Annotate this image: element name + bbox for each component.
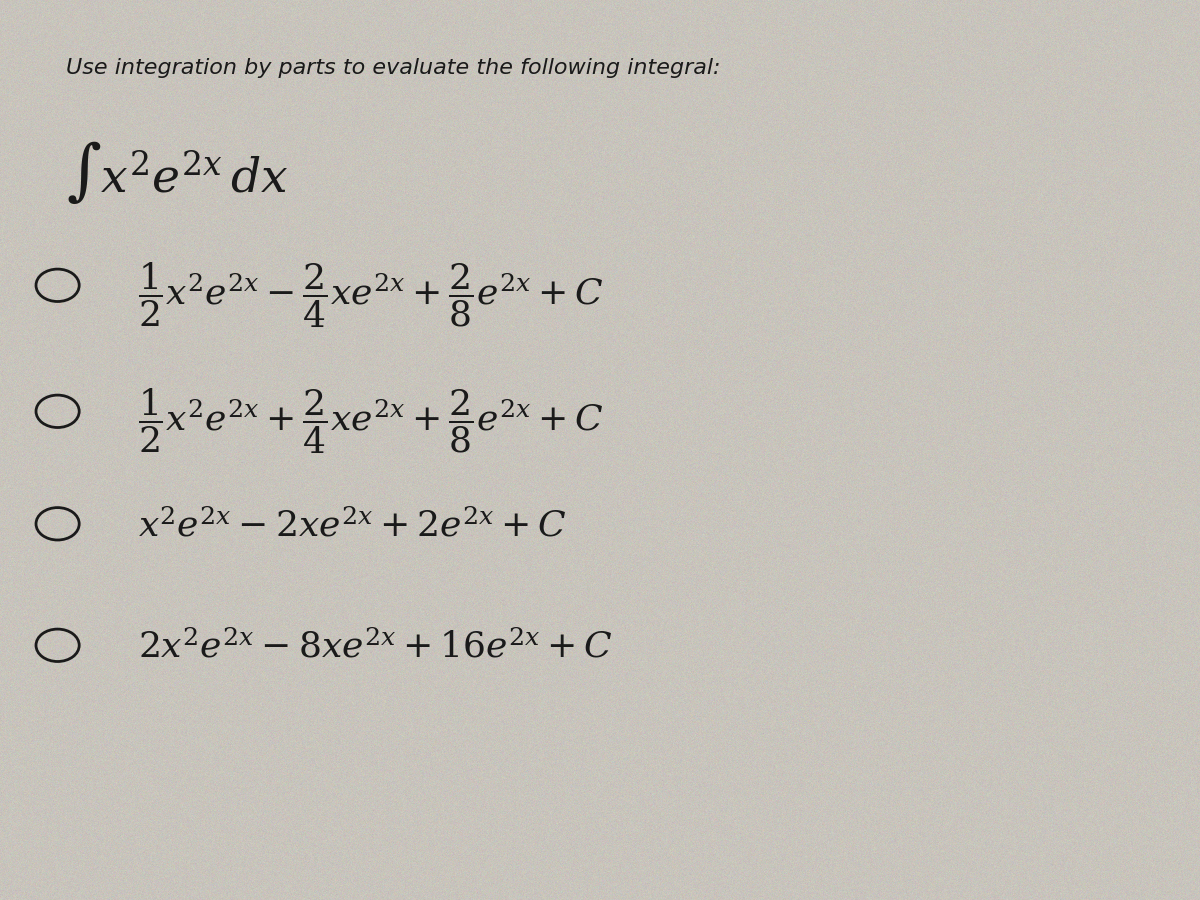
Text: $2x^2e^{2x} - 8xe^{2x} + 16e^{2x} + C$: $2x^2e^{2x} - 8xe^{2x} + 16e^{2x} + C$	[138, 630, 613, 665]
Text: $\int x^2 e^{2x}\, dx$: $\int x^2 e^{2x}\, dx$	[66, 140, 288, 206]
Text: $\dfrac{1}{2}x^2e^{2x} - \dfrac{2}{4}xe^{2x} + \dfrac{2}{8}e^{2x} + C$: $\dfrac{1}{2}x^2e^{2x} - \dfrac{2}{4}xe^…	[138, 261, 604, 330]
Text: Use integration by parts to evaluate the following integral:: Use integration by parts to evaluate the…	[66, 58, 720, 78]
Text: $x^2e^{2x} - 2xe^{2x} + 2e^{2x} + C$: $x^2e^{2x} - 2xe^{2x} + 2e^{2x} + C$	[138, 508, 566, 544]
Text: $\dfrac{1}{2}x^2e^{2x} + \dfrac{2}{4}xe^{2x} + \dfrac{2}{8}e^{2x} + C$: $\dfrac{1}{2}x^2e^{2x} + \dfrac{2}{4}xe^…	[138, 387, 604, 456]
